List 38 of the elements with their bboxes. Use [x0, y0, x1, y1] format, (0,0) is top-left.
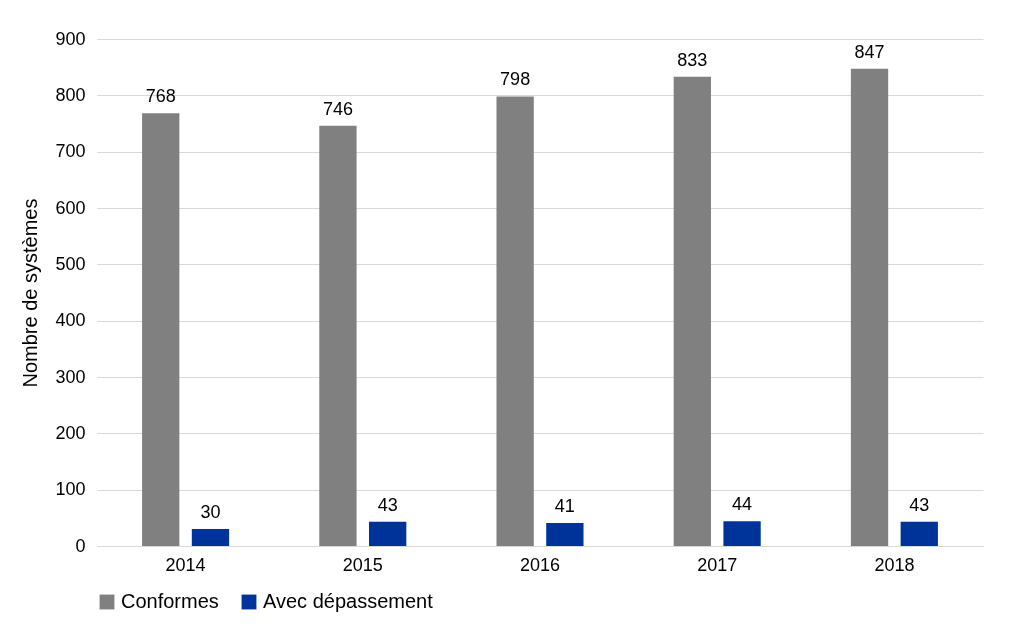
y-tick-label: 300 [55, 366, 86, 387]
y-tick-label: 600 [55, 197, 86, 218]
x-tick-label: 2016 [519, 554, 561, 575]
data-label: 44 [732, 494, 753, 515]
y-tick-label: 0 [75, 535, 86, 556]
data-label: 768 [145, 86, 176, 107]
x-tick-label: 2014 [165, 554, 206, 575]
data-label: 847 [854, 41, 885, 62]
data-label: 41 [554, 495, 575, 516]
y-axis-title: Nombre de systèmes [19, 198, 42, 388]
bar [546, 522, 584, 546]
data-label: 30 [200, 502, 221, 523]
x-tick-label: 2017 [697, 554, 738, 575]
bar [319, 125, 357, 546]
y-tick-label: 700 [55, 141, 86, 162]
data-label: 746 [322, 98, 353, 119]
legend-label: Conformes [121, 590, 219, 612]
bar [369, 521, 407, 546]
y-tick-label: 200 [55, 422, 86, 443]
bar [900, 521, 938, 546]
y-tick-label: 500 [55, 253, 86, 274]
y-tick-label: 400 [55, 310, 86, 331]
y-tick-label: 900 [55, 28, 86, 49]
bar [191, 529, 230, 546]
y-tick-label: 100 [55, 479, 86, 500]
data-label: 833 [677, 49, 708, 70]
x-tick-label: 2015 [342, 554, 383, 575]
data-label: 798 [500, 69, 531, 90]
bar [673, 76, 711, 546]
bar [496, 96, 534, 546]
data-label: 43 [377, 494, 398, 515]
bar [142, 113, 180, 546]
data-label: 43 [909, 494, 930, 515]
bar [723, 521, 761, 546]
x-tick-label: 2018 [874, 554, 915, 575]
legend-label: Avec dépassement [263, 590, 434, 612]
y-tick-label: 800 [55, 84, 86, 105]
bar [850, 68, 889, 546]
